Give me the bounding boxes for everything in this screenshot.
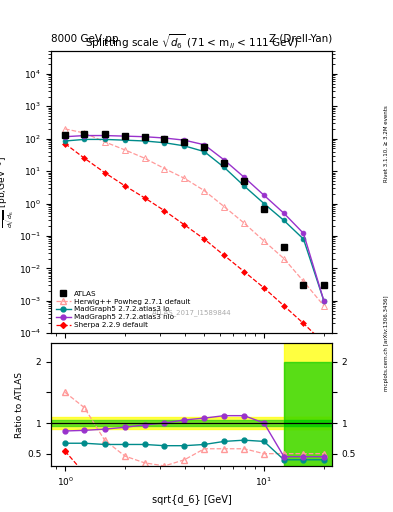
Text: Rivet 3.1.10, ≥ 3.2M events: Rivet 3.1.10, ≥ 3.2M events bbox=[384, 105, 389, 182]
Text: 8000 GeV pp: 8000 GeV pp bbox=[51, 33, 119, 44]
Text: ATLAS_2017_I1589844: ATLAS_2017_I1589844 bbox=[152, 310, 231, 316]
Bar bbox=[284, 420, 332, 426]
Bar bbox=[284, 417, 332, 429]
Y-axis label: Ratio to ATLAS: Ratio to ATLAS bbox=[15, 372, 24, 438]
Y-axis label: $\frac{d\sigma}{d\sqrt{d_6}}$ [pb,GeV$^{-1}$]: $\frac{d\sigma}{d\sqrt{d_6}}$ [pb,GeV$^{… bbox=[0, 156, 16, 228]
Bar bbox=[284, 429, 332, 466]
Bar bbox=[51, 420, 332, 426]
Bar bbox=[51, 417, 332, 429]
Legend: ATLAS, Herwig++ Powheg 2.7.1 default, MadGraph5 2.7.2.atlas3 lo, MadGraph5 2.7.2: ATLAS, Herwig++ Powheg 2.7.1 default, Ma… bbox=[55, 289, 192, 330]
Text: mcplots.cern.ch [arXiv:1306.3436]: mcplots.cern.ch [arXiv:1306.3436] bbox=[384, 295, 389, 391]
X-axis label: sqrt{d_6} [GeV]: sqrt{d_6} [GeV] bbox=[152, 494, 231, 504]
Bar bbox=[284, 361, 332, 466]
Bar bbox=[284, 344, 332, 417]
Text: Z (Drell-Yan): Z (Drell-Yan) bbox=[269, 33, 332, 44]
Title: Splitting scale $\sqrt{d_6}$ (71 < m$_{ll}$ < 111 GeV): Splitting scale $\sqrt{d_6}$ (71 < m$_{l… bbox=[85, 32, 298, 51]
